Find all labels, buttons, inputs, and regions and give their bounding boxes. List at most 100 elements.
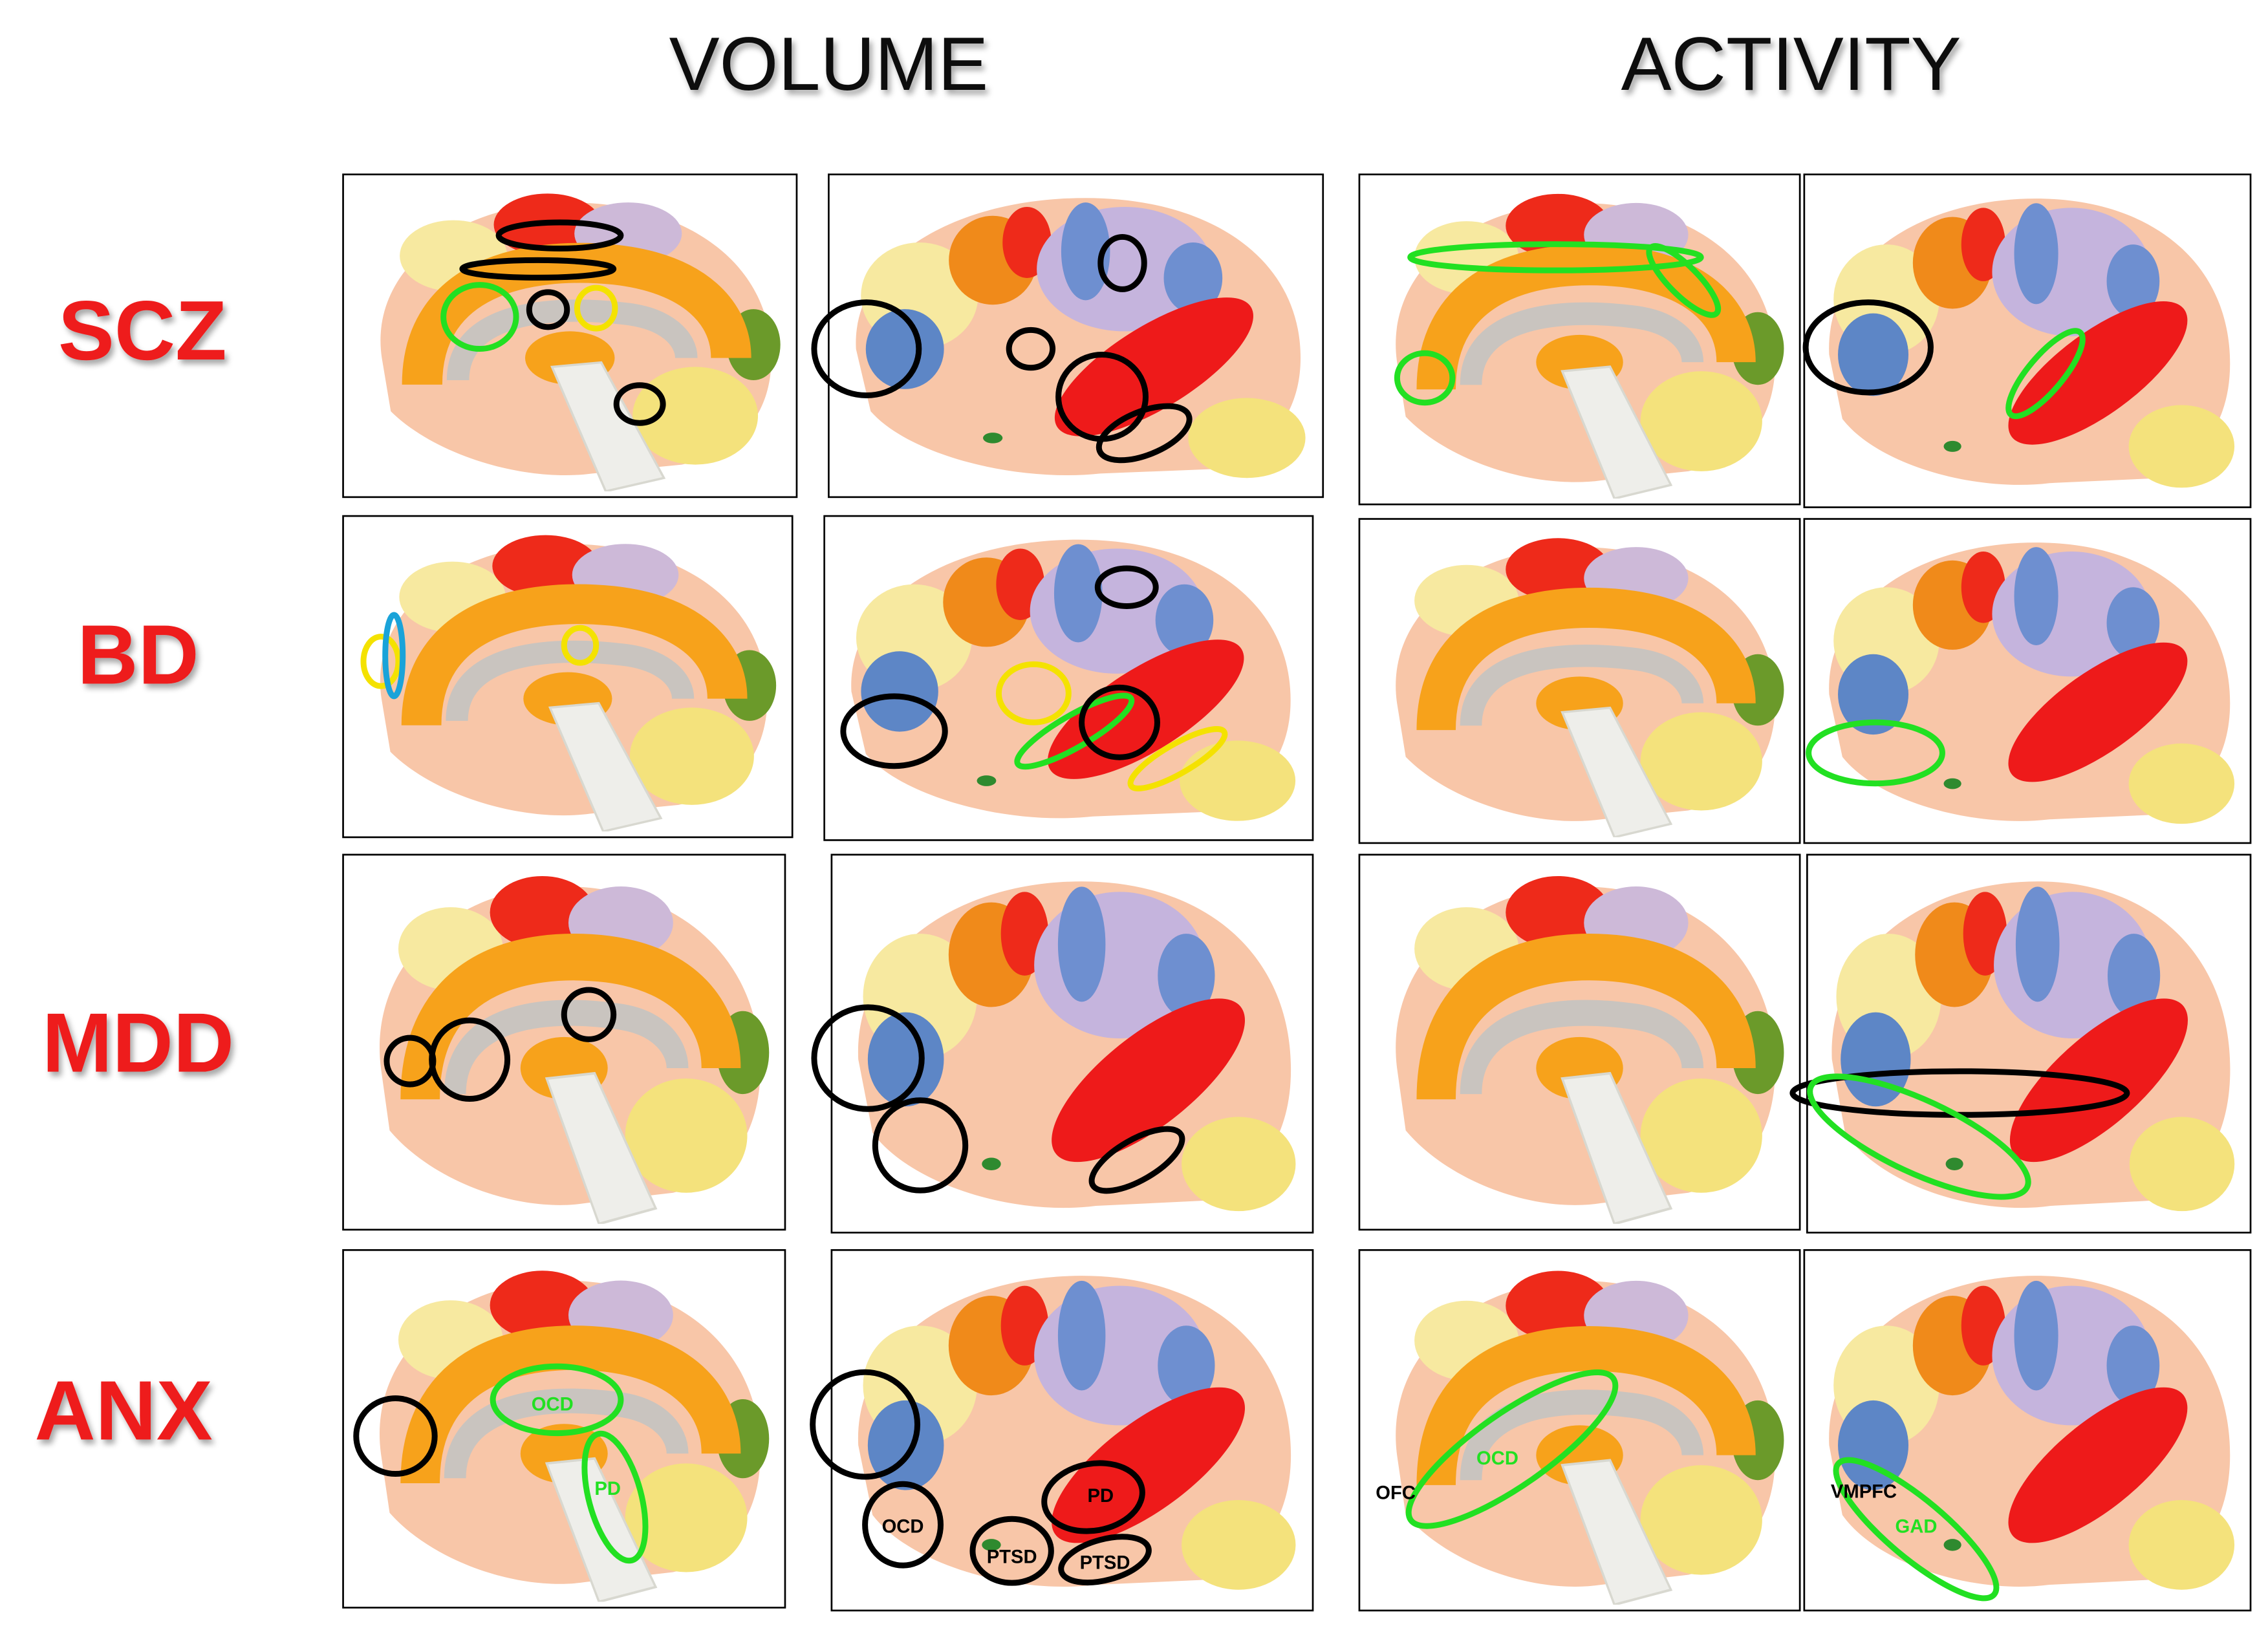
cerebellum (629, 707, 754, 805)
region-annotation: PD (594, 1479, 621, 1499)
region (977, 775, 997, 786)
callosum (1460, 1389, 1704, 1481)
brain-image (379, 875, 770, 1224)
region (1506, 538, 1610, 601)
callosum (446, 640, 695, 722)
region (1945, 1157, 1963, 1170)
region-highlight (526, 289, 570, 330)
region-annotation: PTSD (987, 1547, 1037, 1568)
callosum (444, 1388, 689, 1479)
cerebellum (2128, 1500, 2235, 1590)
region (1057, 1280, 1106, 1391)
region-highlight (360, 634, 402, 689)
brain-image (858, 881, 1296, 1212)
cerebellum (1182, 1117, 1296, 1212)
region-highlight (382, 612, 406, 700)
region (1838, 1400, 1909, 1490)
brainstem (548, 702, 663, 831)
region-highlight (1079, 684, 1160, 760)
region (1506, 875, 1610, 949)
region-highlight (1058, 1534, 1152, 1586)
region-highlight (1405, 1369, 1619, 1529)
region-highlight (1646, 243, 1722, 318)
region-highlight (581, 1430, 649, 1564)
cingulate (400, 1325, 741, 1484)
temporal (2008, 301, 2188, 445)
region (490, 875, 595, 949)
region-highlight (1802, 299, 1934, 396)
temporal (2008, 642, 2188, 782)
region-highlight (862, 1481, 944, 1569)
region (2015, 886, 2060, 1002)
brain-image (1396, 875, 1784, 1224)
callosum (1460, 1000, 1704, 1095)
region (1838, 654, 1909, 735)
region-highlight (1807, 1073, 2031, 1200)
brain-image (380, 535, 777, 831)
callosum (1460, 302, 1704, 386)
region-highlight (613, 382, 666, 426)
brainstem (1561, 1071, 1673, 1224)
cerebellum (1640, 712, 1762, 811)
region-highlight (2005, 328, 2086, 420)
cerebellum (632, 367, 759, 465)
region (982, 1539, 1001, 1551)
cerebellum (625, 1463, 748, 1572)
region-annotation: OCD (532, 1395, 574, 1415)
cingulate (1416, 587, 1756, 731)
region (1943, 1539, 1961, 1551)
brainstem (550, 361, 666, 491)
region (1057, 886, 1106, 1002)
region (2106, 244, 2160, 318)
region-annotation: VMPFC (1831, 1481, 1897, 1502)
region-highlight (995, 661, 1072, 725)
cerebellum (1640, 371, 1762, 471)
region-highlight (561, 625, 599, 666)
column-header: VOLUME (669, 21, 989, 106)
region-highlight (1094, 565, 1159, 609)
cerebellum (1179, 740, 1296, 821)
region-highlight (1014, 692, 1135, 770)
brainstem (1561, 1459, 1673, 1605)
region-highlight (1407, 241, 1704, 273)
region-highlight (1006, 327, 1056, 371)
region (1163, 242, 1223, 314)
temporal (2008, 1387, 2188, 1543)
row-label: BD (77, 607, 199, 702)
callosum (1460, 644, 1704, 727)
region-highlight (574, 284, 618, 332)
cerebellum (1188, 398, 1306, 478)
brain-image (379, 1271, 770, 1602)
region-highlight (1394, 350, 1456, 406)
cerebellum (2129, 1117, 2235, 1212)
region (1943, 778, 1961, 789)
region-highlight (353, 1395, 438, 1477)
cerebellum (1640, 1078, 1762, 1193)
region (867, 1400, 944, 1490)
cingulate (1416, 1326, 1756, 1486)
cerebellum (625, 1078, 748, 1193)
temporal (1054, 297, 1253, 436)
region-annotation: PTSD (1080, 1553, 1130, 1574)
region (1506, 1271, 1610, 1341)
region-highlight (969, 1516, 1054, 1586)
brain-image (1829, 542, 2235, 824)
region-highlight (459, 257, 617, 281)
row-label: ANX (34, 1363, 212, 1457)
cerebellum (2128, 743, 2235, 824)
region (492, 535, 599, 597)
region-highlight (495, 219, 624, 252)
region-highlight (440, 282, 519, 352)
region-annotation: PD (1087, 1486, 1114, 1507)
brain-image (851, 539, 1296, 821)
brain-image (1829, 198, 2235, 488)
region (1053, 544, 1103, 643)
brain-image (858, 1276, 1296, 1590)
region-highlight (1041, 1460, 1145, 1534)
callosum (446, 299, 698, 381)
region (2014, 547, 2058, 645)
region (1841, 1012, 1911, 1107)
region (1158, 934, 1215, 1018)
